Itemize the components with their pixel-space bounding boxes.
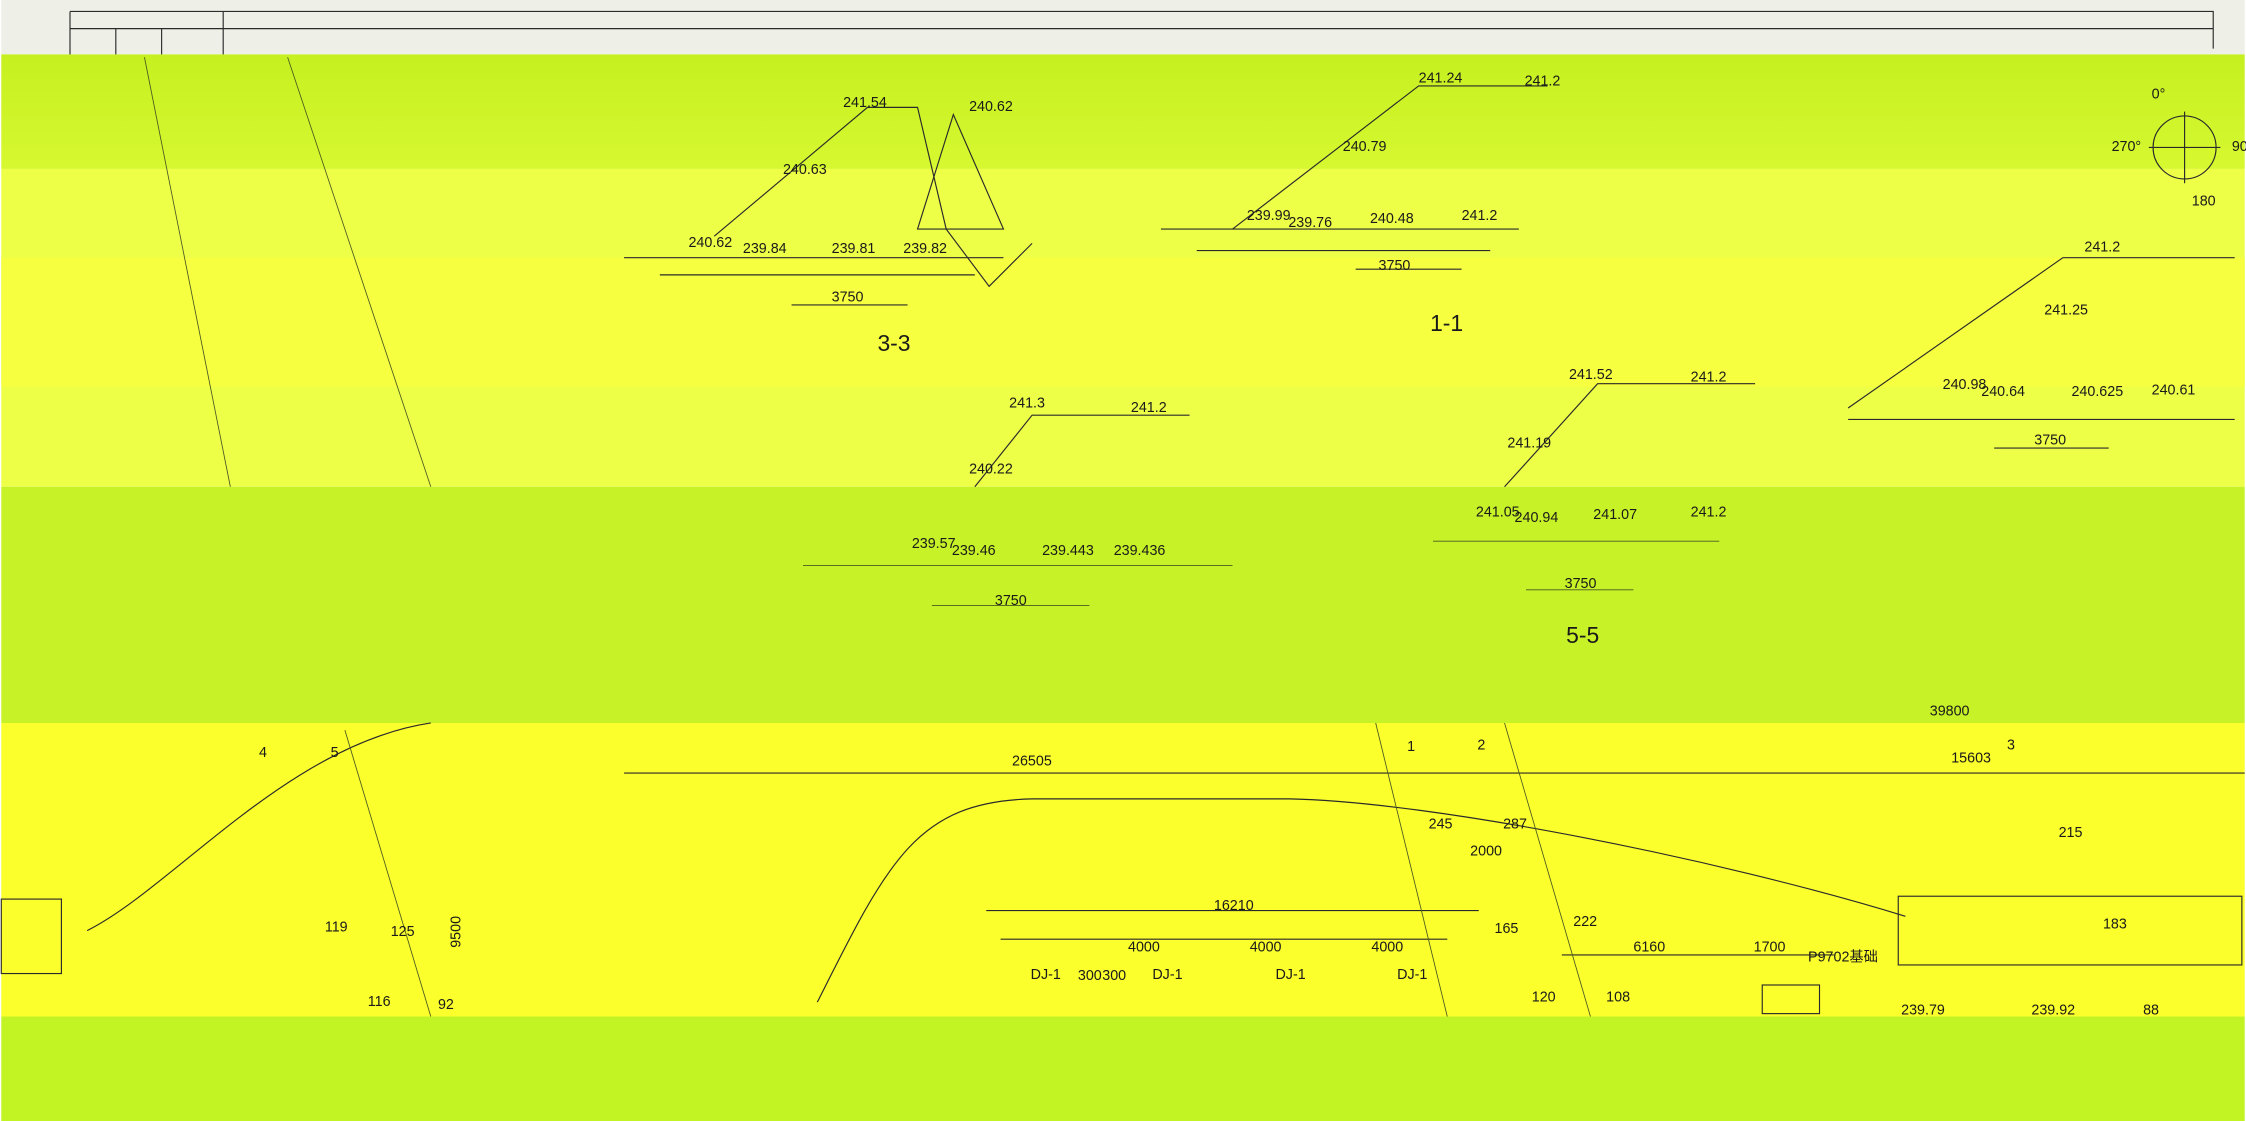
text-label: 2000 [1470, 844, 1502, 860]
section-title: 5-5 [1566, 622, 1599, 648]
plan-lines [0, 57, 2245, 1017]
text-label: 120 [1532, 990, 1556, 1006]
text-label: 119 [325, 920, 348, 936]
text-label: DJ-1 [1275, 967, 1305, 983]
text-label: 0° [2152, 86, 2166, 102]
text-label: 241.07 [1593, 507, 1637, 523]
band [1, 722, 2245, 1017]
labels: 241.54 240.62 240.63 240.62 239.84 239.81 239.… [259, 71, 2246, 1019]
text-label: 3750 [1565, 576, 1597, 592]
text-label: 239.99 [1247, 208, 1291, 224]
text-label: 165 [1495, 921, 1519, 937]
text-label: 241.2 [2084, 239, 2120, 255]
text-label: 245 [1429, 816, 1453, 832]
text-label: 241.24 [1419, 71, 1463, 87]
band [1, 54, 2245, 169]
text-label: 300 [1102, 968, 1126, 984]
text-label: 239.46 [952, 543, 996, 559]
text-label: 239.82 [903, 241, 947, 257]
text-label: 239.84 [743, 241, 787, 257]
text-label: 241.52 [1569, 367, 1613, 383]
text-label: 90 [2232, 139, 2246, 155]
text-label: 241.19 [1507, 436, 1551, 452]
text-label: 241.05 [1476, 504, 1520, 520]
text-label: 215 [2059, 825, 2083, 841]
band [1, 257, 2245, 387]
text-label: 3 [2007, 738, 2015, 754]
text-label: 239.443 [1042, 543, 1094, 559]
text-label: 240.63 [783, 162, 827, 178]
text-label: 239.79 [1901, 1003, 1945, 1019]
text-label: 241.25 [2044, 302, 2088, 318]
text-label: 241.2 [1462, 208, 1498, 224]
section-lines [624, 85, 2235, 607]
text-label: 5 [331, 745, 339, 761]
text-label: 92 [438, 997, 454, 1013]
text-label: 26505 [1012, 753, 1052, 769]
section-title: 3-3 [877, 330, 910, 356]
text-label: 6160 [1633, 940, 1665, 956]
text-label: 239.76 [1288, 215, 1332, 231]
text-label: 125 [391, 924, 415, 940]
text-label: 240.79 [1343, 139, 1387, 155]
text-label: 240.48 [1370, 211, 1414, 227]
text-label: 240.64 [1981, 384, 2025, 400]
text-label: 240.61 [2152, 383, 2196, 399]
text-label: 300 [1078, 968, 1102, 984]
text-label: 240.98 [1943, 377, 1987, 393]
text-label: 4000 [1128, 940, 1160, 956]
text-label: 240.22 [969, 461, 1013, 477]
text-label: 1700 [1754, 940, 1786, 956]
text-label: 222 [1573, 914, 1597, 930]
text-label: 240.625 [2071, 384, 2123, 400]
text-label: 2 [1477, 738, 1485, 754]
frame [69, 10, 2214, 55]
text-label: 16210 [1214, 898, 1254, 914]
text-label: 239.92 [2031, 1003, 2075, 1019]
text-label: DJ-1 [1031, 967, 1061, 983]
text-label: 3750 [832, 290, 864, 306]
band [1, 486, 2245, 723]
text-label: 1 [1407, 739, 1415, 755]
text-label: 39800 [1930, 703, 1970, 719]
text-label: 3750 [995, 593, 1027, 609]
text-label: 3750 [1379, 258, 1411, 274]
text-label: 239.57 [912, 536, 956, 552]
text-label: DJ-1 [1152, 967, 1182, 983]
band [1, 1016, 2245, 1121]
text-label: 4000 [1250, 940, 1282, 956]
section-title: 1-1 [1430, 310, 1463, 336]
text-label: DJ-1 [1397, 967, 1427, 983]
text-label: 88 [2143, 1003, 2159, 1019]
text-label: 241.3 [1009, 396, 1045, 412]
text-label: 270° [2112, 139, 2142, 155]
text-label: 3750 [2034, 433, 2066, 449]
text-label: 239.436 [1114, 543, 1166, 559]
text-label: P9702基础 [1808, 949, 1878, 966]
text-label: 240.62 [688, 235, 732, 251]
text-label: 108 [1606, 990, 1630, 1006]
text-label: 241.54 [843, 95, 887, 111]
text-label: 241.2 [1691, 504, 1727, 520]
text-label: 4000 [1371, 940, 1403, 956]
text-label: 180 [2192, 194, 2216, 210]
text-label: 287 [1503, 816, 1527, 832]
text-label: 239.81 [832, 241, 876, 257]
text-label: 9500 [448, 916, 464, 948]
text-label: 4 [259, 745, 267, 761]
text-label: 240.62 [969, 99, 1013, 115]
text-label: 241.2 [1525, 73, 1561, 89]
title-strip [1, 0, 2245, 55]
text-label: 241.2 [1691, 370, 1727, 386]
text-label: 241.2 [1131, 400, 1167, 416]
text-label: 116 [368, 994, 391, 1010]
text-label: 240.94 [1515, 510, 1559, 526]
text-label: 183 [2103, 917, 2127, 933]
text-label: 15603 [1951, 751, 1991, 767]
